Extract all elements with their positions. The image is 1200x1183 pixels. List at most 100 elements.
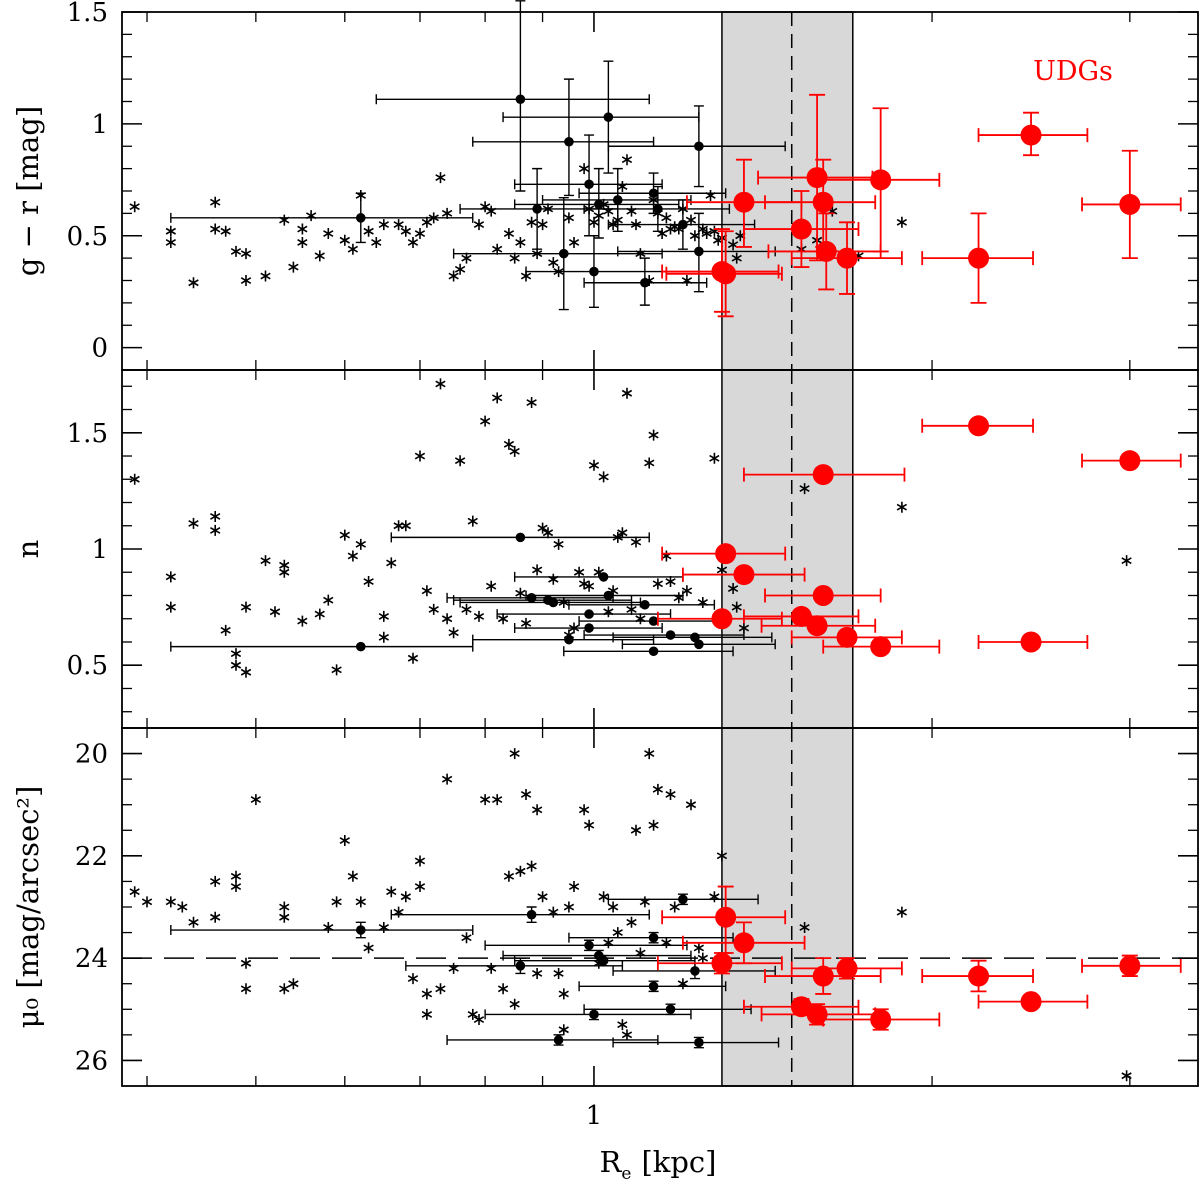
dwarf-point (355, 538, 366, 550)
dwarf-point (617, 181, 628, 192)
dwarf-point (621, 387, 633, 399)
dwarf-point (378, 922, 390, 933)
dwarf-point-with-error (584, 623, 594, 633)
dwarf-point (503, 438, 515, 450)
dwarf-point (652, 783, 664, 795)
dwarf-point (240, 275, 252, 286)
dwarf-point (141, 896, 153, 908)
udg-point (870, 169, 892, 191)
dwarf-point (393, 219, 404, 231)
y-tick-label: 0 (91, 334, 108, 364)
dwarf-point (573, 566, 585, 578)
dwarf-point (240, 983, 252, 995)
dwarf-point (454, 455, 466, 467)
dwarf-point (260, 270, 271, 282)
dwarf-point (705, 190, 716, 201)
udg-point (836, 957, 858, 979)
udg-point (815, 240, 837, 262)
dwarf-point (497, 983, 509, 995)
dwarf-point-with-error (548, 597, 559, 608)
dwarf-point-with-error (640, 277, 650, 288)
dwarf-point (799, 483, 810, 495)
udg-point (1119, 450, 1141, 472)
dwarf-point-with-error (653, 204, 663, 214)
dwarf-point (407, 973, 419, 985)
dwarf-xerror (563, 646, 734, 657)
dwarf-point (323, 594, 334, 606)
y-axis-label-color: g − r [mag] (11, 106, 45, 276)
dwarf-point (210, 911, 221, 923)
dwarf-point (578, 804, 590, 816)
dwarf-point (548, 906, 559, 918)
dwarf-point (435, 983, 446, 995)
dwarf-point (731, 252, 742, 264)
dwarf-point (355, 896, 366, 908)
x-axis-label-main: R (600, 1145, 623, 1179)
dwarf-point-with-error (694, 639, 704, 650)
udg-point (1119, 955, 1141, 977)
udg-point (711, 261, 733, 283)
dwarf-point (386, 886, 397, 898)
dwarf-point (685, 799, 697, 811)
dwarf-point (386, 557, 397, 569)
udg-point (806, 167, 828, 189)
dwarf-point-with-error (594, 199, 604, 210)
dwarf-point (393, 906, 404, 918)
dwarf-point (441, 613, 453, 625)
dwarf-point-with-error (564, 136, 574, 147)
dwarf-point-with-error (665, 1004, 676, 1015)
dwarf-point (558, 988, 569, 1000)
y-tick-label: 22 (75, 842, 108, 872)
dwarf-point (421, 988, 433, 1000)
udg-point (812, 584, 834, 606)
udg-point (1020, 124, 1042, 146)
dwarf-point (479, 415, 491, 427)
dwarf-point (681, 585, 693, 597)
dwarf-point (630, 824, 642, 836)
udg-point (715, 906, 737, 928)
dwarf-point (467, 515, 478, 527)
dwarf-point (617, 527, 628, 539)
dwarf-point (626, 205, 637, 217)
dwarf-point (240, 666, 252, 678)
dwarf-point-with-error (603, 590, 614, 601)
dwarf-point (509, 998, 520, 1010)
udg-point (715, 543, 737, 565)
y-tick-label: 1.5 (67, 419, 108, 449)
dwarf-point (441, 773, 453, 785)
dwarf-point (709, 452, 720, 464)
dwarf-point (363, 576, 374, 587)
dwarf-point (635, 613, 646, 625)
dwarf-point (407, 237, 419, 248)
dwarf-xerror (170, 925, 474, 936)
dwarf-point (230, 659, 242, 671)
dwarf-point (314, 250, 325, 262)
dwarf-point-with-error (564, 634, 574, 645)
dwarf-point (531, 564, 543, 576)
udg-point (870, 1009, 892, 1031)
dwarf-point (210, 875, 221, 887)
dwarf-point (563, 212, 575, 224)
dwarf-point (716, 564, 728, 576)
udg-point (836, 626, 858, 648)
dwarf-point (428, 603, 439, 615)
dwarf-point (461, 603, 472, 615)
dwarf-point (515, 587, 526, 599)
panel-frame-sersic (121, 369, 1199, 729)
dwarf-point (799, 922, 810, 933)
dwarf-point (347, 550, 359, 562)
dwarf-point (288, 978, 299, 990)
dwarf-xerror (170, 641, 474, 652)
dwarf-point (441, 207, 453, 219)
dwarf-point (260, 555, 271, 567)
y-tick-label: 26 (75, 1046, 108, 1076)
dwarf-point (491, 392, 503, 404)
dwarf-point (603, 937, 614, 949)
dwarf-point-with-error (355, 213, 366, 223)
dwarf-point-with-error (648, 932, 659, 943)
dwarf-point-with-error (678, 894, 688, 905)
dwarf-point (230, 648, 242, 660)
dwarf-point (279, 901, 290, 913)
dwarf-point (568, 237, 580, 248)
